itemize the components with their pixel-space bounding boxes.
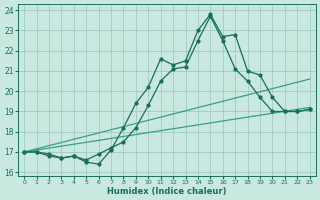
X-axis label: Humidex (Indice chaleur): Humidex (Indice chaleur) <box>107 187 227 196</box>
